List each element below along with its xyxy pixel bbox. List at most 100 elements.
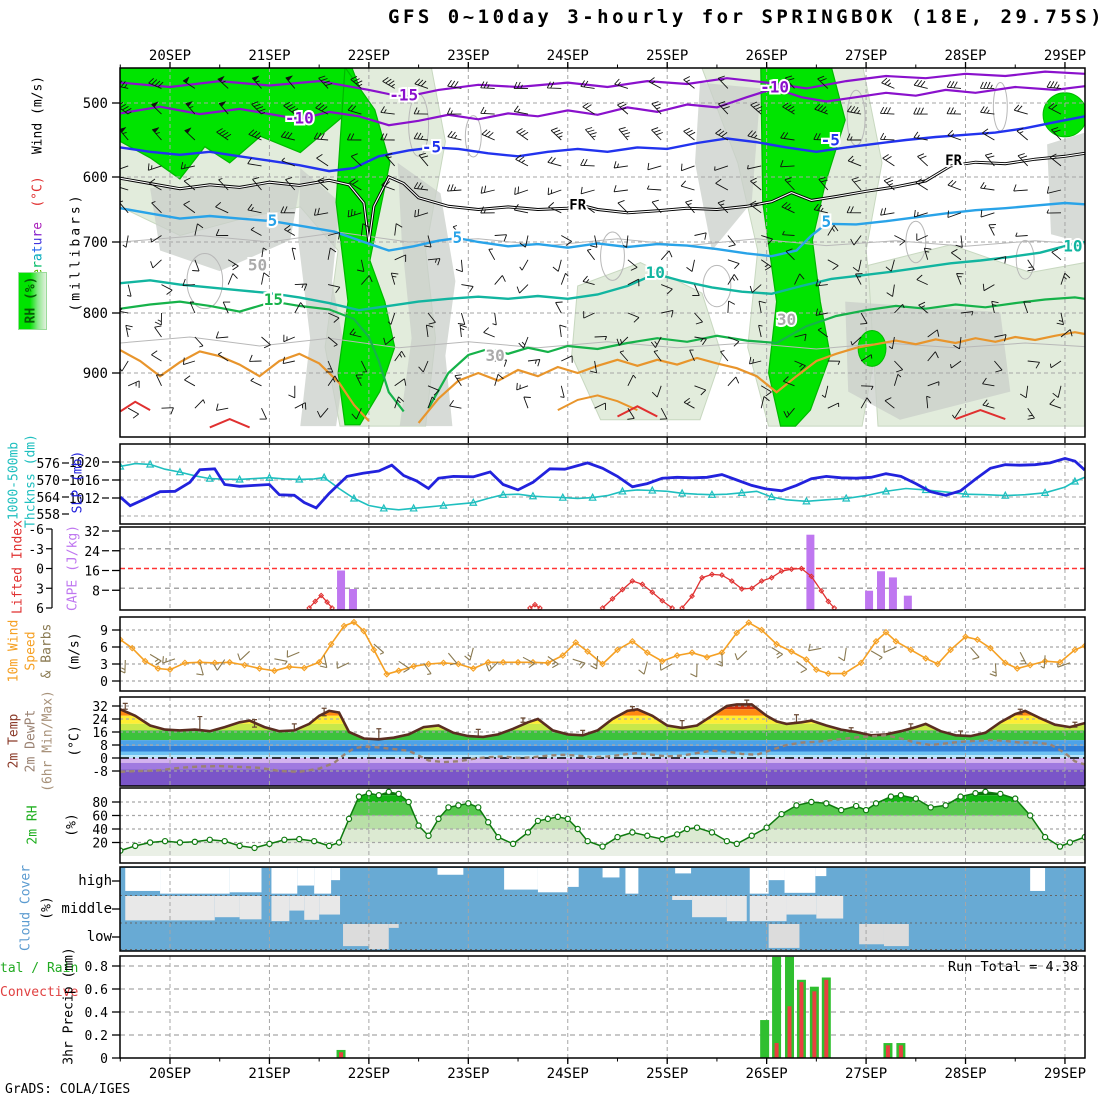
svg-text:570: 570 [37,474,60,489]
svg-text:5: 5 [821,212,831,231]
frame-upper-air [119,67,1086,438]
grid-slp [120,444,1085,524]
legend-total-rain: tal / Rain [0,961,79,976]
svg-text:0.2: 0.2 [85,1029,108,1044]
temperature-letter: r [30,229,46,238]
panel-cloud-cover [119,866,1086,952]
svg-text:29SEP: 29SEP [1044,1066,1086,1082]
svg-text:1020: 1020 [69,456,100,471]
grid-rh [120,788,1085,863]
axis-label-barbs: & Barbs [39,623,55,679]
grads-credit: GrADS: COLA/IGES [5,1082,131,1097]
svg-text:29SEP: 29SEP [1044,48,1086,64]
panel-10m-wind [119,616,1086,692]
yticks-upper-air: 500 600 700 800 900 [83,96,120,382]
svg-text:FR: FR [945,153,962,169]
axis-label-degc2: (°C) [67,725,83,757]
svg-text:-3: -3 [28,543,44,558]
svg-text:-8: -8 [92,765,108,780]
contour-labels: -15 -10 -10 -5 -5 FR FR 5 5 5 10 10 15 50 30 30 [246,76,1085,368]
svg-text:0.8: 0.8 [85,960,108,975]
panel-2m-temp [119,696,1086,787]
svg-text:558: 558 [37,508,60,523]
yticks-slp: 1020 1016 1012 576 570 564 558 [37,456,120,523]
svg-text:-15: -15 [389,86,418,105]
svg-text:40: 40 [92,823,108,838]
svg-text:0.6: 0.6 [85,983,108,998]
svg-text:32: 32 [84,525,100,540]
svg-text:10: 10 [1063,236,1082,255]
run-total: Run Total = 4.38 [948,959,1078,975]
axis-label-slp: SLP (mb) [70,450,86,514]
svg-text:564: 564 [37,491,61,506]
axis-label-2m-dewpt: 2m DewPt [23,709,39,773]
svg-text:1012: 1012 [69,492,100,507]
svg-text:-6: -6 [28,523,44,538]
svg-text:28SEP: 28SEP [944,1066,986,1082]
temperature-letter: a [30,253,46,262]
yticks-precip: 0.8 0.6 0.4 0.2 0 [85,960,120,1067]
svg-text:22SEP: 22SEP [348,48,390,64]
svg-text:30: 30 [777,310,796,329]
axis-label-degc: (°C) [30,176,46,208]
svg-text:22SEP: 22SEP [348,1066,390,1082]
svg-text:25SEP: 25SEP [646,1066,688,1082]
svg-text:3: 3 [36,582,44,597]
axis-label-thickness-1: 1000-500mb [6,441,22,521]
xticks-upper-air [119,62,1066,443]
svg-text:16: 16 [92,726,108,741]
grid-wind [120,617,1085,691]
precip-bars [336,956,906,1058]
axis-label-rh-shading: RH (%) [23,276,39,324]
svg-text:800: 800 [83,306,108,322]
svg-text:80: 80 [92,796,108,811]
date-labels-top: 20SEP 21SEP 22SEP 23SEP 24SEP 25SEP 26SEP 27SEP… [149,48,1086,64]
cape-bars [337,534,912,610]
svg-text:8: 8 [100,739,108,754]
svg-text:26SEP: 26SEP [746,48,788,64]
panel-precip: Run Total = 4.38 [119,955,1086,1059]
xticks-bottom [119,1058,1066,1064]
svg-text:50: 50 [248,255,267,274]
grid-precip [120,956,1085,1058]
svg-text:23SEP: 23SEP [447,1066,489,1082]
svg-text:23SEP: 23SEP [447,48,489,64]
rh-legend-box [18,272,47,330]
svg-text:26SEP: 26SEP [746,1066,788,1082]
grid-temp [120,697,1085,786]
svg-text:900: 900 [83,366,108,382]
svg-text:-5: -5 [422,137,441,156]
axis-label-2m-rh: 2m RH [25,805,41,845]
temperature-letter: u [30,237,46,246]
svg-text:9: 9 [100,624,108,639]
yticks-cape: -6 -3 0 3 6 32 24 16 8 [28,523,120,617]
axis-label-speed: Speed [23,631,39,671]
cloud-row-middle: middle [61,901,112,917]
yticks-wind: 9 6 3 0 [100,624,120,690]
svg-text:60: 60 [92,810,108,825]
axis-label-cape: CAPE (J/kg) [65,524,81,612]
grid-cape [120,527,1085,610]
axis-label-thickness-2: Thcknss (dm) [23,434,39,528]
axis-label-minmax: (6hr Min/Max) [40,690,56,792]
svg-text:Run Total = 4.38: Run Total = 4.38 [948,959,1078,975]
temperature-letter: t [30,245,46,254]
axis-label-ms: (m/s) [67,632,83,672]
yticks-cloud [112,880,120,938]
panel-cape-li [119,526,1086,611]
axis-label-lifted-index: Lifted Index [10,520,26,614]
svg-text:24: 24 [84,545,100,560]
svg-text:30: 30 [486,346,505,365]
svg-text:24SEP: 24SEP [547,1066,589,1082]
svg-text:20SEP: 20SEP [149,1066,191,1082]
svg-text:1016: 1016 [69,474,100,489]
wind-series [120,618,1085,678]
svg-text:15: 15 [264,290,283,309]
temperature-letter: r [30,261,46,269]
svg-text:10: 10 [646,263,665,282]
svg-text:32: 32 [92,700,108,715]
svg-text:21SEP: 21SEP [248,48,290,64]
